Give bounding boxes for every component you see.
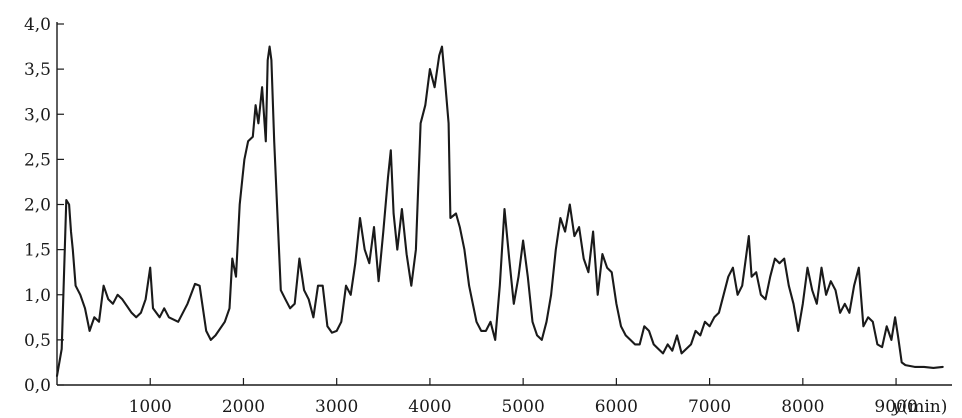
x-tick-label: 5000 — [502, 397, 545, 417]
y-tick-label: 3,0 — [24, 105, 51, 125]
y-tick-label: 0,0 — [24, 376, 51, 396]
x-ticks: 1000 2000 3000 4000 5000 6000 7000 8000 9000 — [129, 378, 918, 417]
y-tick-label: 0,5 — [24, 331, 51, 351]
x-axis-label-unit: (min) — [902, 397, 948, 417]
x-axis-label: y(min) — [891, 397, 947, 417]
y-tick-label: 1,0 — [24, 286, 51, 306]
x-tick-label: 6000 — [595, 397, 638, 417]
series-layer — [55, 45, 944, 378]
x-axis-label-variable: y — [891, 397, 902, 417]
x-tick-label: 3000 — [315, 397, 358, 417]
x-tick-label: 4000 — [408, 397, 451, 417]
x-tick-label: 9000 — [874, 397, 917, 417]
x-tick-label: 7000 — [688, 397, 731, 417]
x-tick-label: 2000 — [222, 397, 265, 417]
y-tick-label: 3,5 — [24, 60, 51, 80]
y-tick-label: 2,5 — [24, 150, 51, 170]
series-line-0 — [55, 45, 944, 378]
y-tick-label: 4,0 — [24, 15, 51, 35]
y-ticks: 0,0 0,5 1,0 1,5 2,0 2,5 3,0 3,5 4,0 — [24, 15, 64, 396]
x-tick-label: 1000 — [129, 397, 172, 417]
y-tick-label: 2,0 — [24, 196, 51, 216]
x-tick-label: 8000 — [781, 397, 824, 417]
y-tick-label: 1,5 — [24, 241, 51, 261]
